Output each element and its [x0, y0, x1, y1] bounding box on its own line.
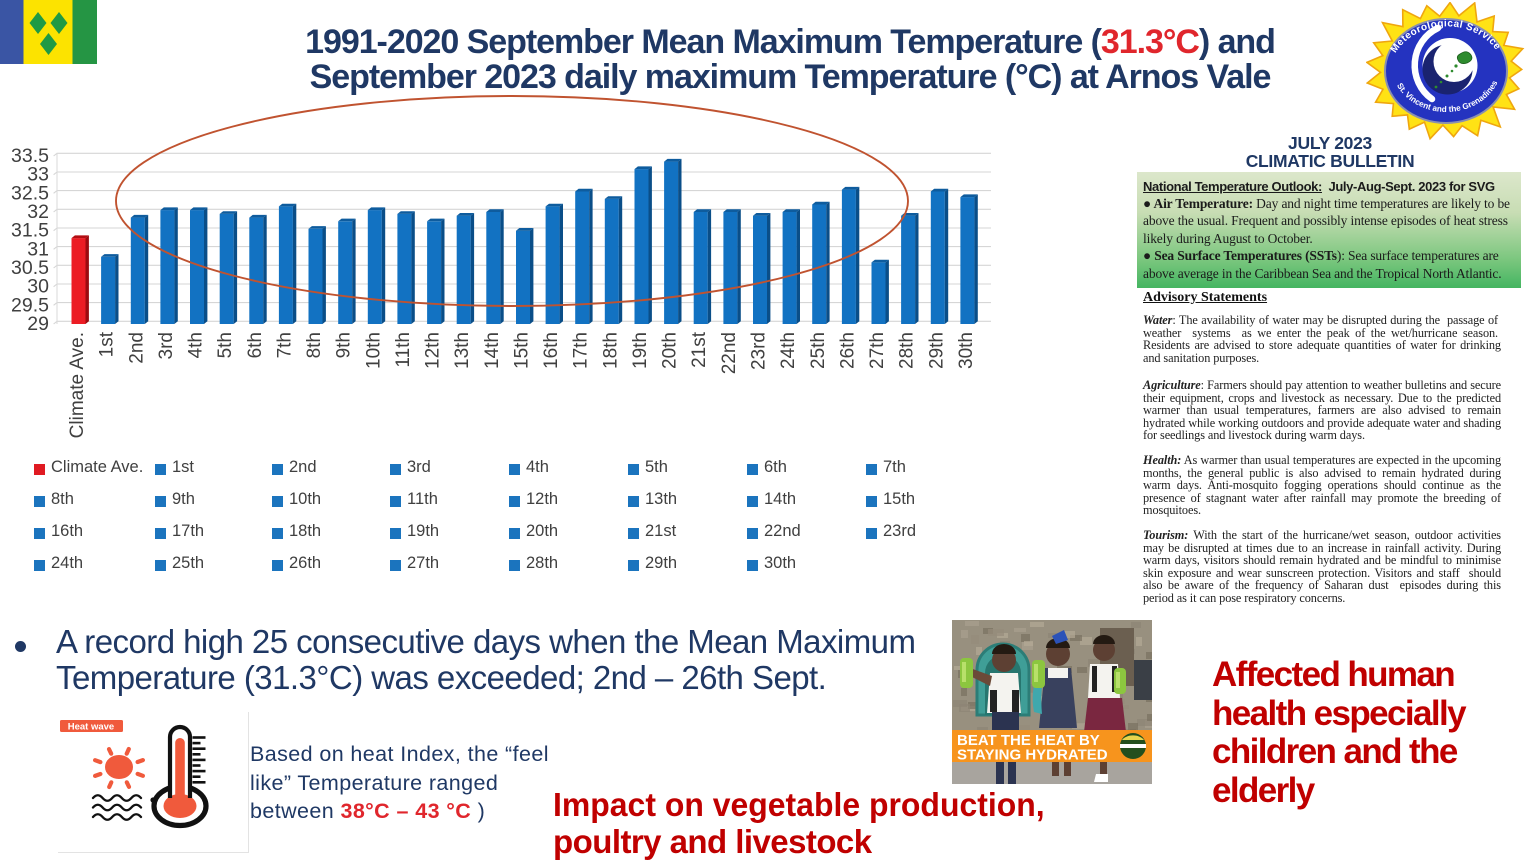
svg-text:30th: 30th: [956, 332, 977, 369]
svg-text:29.5: 29.5: [11, 294, 49, 316]
svg-text:29th: 29th: [926, 332, 947, 369]
svg-text:16th: 16th: [541, 332, 562, 369]
svg-text:13th: 13th: [452, 332, 473, 369]
svg-text:24th: 24th: [778, 332, 799, 369]
svg-text:10th: 10th: [363, 332, 384, 369]
svg-text:Heat wave: Heat wave: [68, 722, 114, 733]
svg-text:9th: 9th: [334, 332, 355, 358]
svg-text:18th: 18th: [600, 332, 621, 369]
svg-text:29: 29: [27, 313, 49, 335]
svg-text:32: 32: [27, 201, 49, 223]
svg-text:21st: 21st: [689, 331, 710, 368]
svg-text:28th: 28th: [897, 332, 918, 369]
svg-text:11th: 11th: [393, 332, 414, 368]
svg-text:Climate Ave.: Climate Ave.: [67, 332, 88, 438]
svg-text:20th: 20th: [660, 332, 681, 369]
svg-text:STAYING HYDRATED: STAYING HYDRATED: [957, 747, 1108, 764]
svg-text:26th: 26th: [837, 332, 858, 369]
svg-text:8th: 8th: [304, 332, 325, 358]
svg-text:30.5: 30.5: [11, 257, 49, 279]
svg-text:33.5: 33.5: [11, 145, 49, 167]
svg-text:19th: 19th: [630, 332, 651, 369]
svg-text:BEAT THE HEAT BY: BEAT THE HEAT BY: [957, 732, 1100, 749]
svg-text:22nd: 22nd: [719, 332, 740, 374]
svg-text:15th: 15th: [512, 332, 533, 369]
svg-text:31: 31: [27, 238, 49, 260]
svg-text:17th: 17th: [571, 332, 592, 369]
svg-text:27th: 27th: [867, 332, 888, 369]
svg-text:33: 33: [27, 164, 49, 186]
svg-text:5th: 5th: [215, 332, 236, 358]
svg-text:32.5: 32.5: [11, 182, 49, 204]
svg-text:14th: 14th: [482, 332, 503, 369]
svg-text:31.5: 31.5: [11, 220, 49, 242]
svg-text:4th: 4th: [186, 332, 207, 358]
svg-text:25th: 25th: [808, 332, 829, 369]
svg-text:6th: 6th: [245, 332, 266, 358]
svg-text:23rd: 23rd: [749, 332, 770, 370]
svg-text:1st: 1st: [97, 331, 118, 357]
svg-text:12th: 12th: [423, 332, 444, 369]
svg-text:3rd: 3rd: [156, 332, 177, 359]
svg-text:7th: 7th: [274, 332, 295, 358]
svg-text:2nd: 2nd: [126, 332, 147, 364]
svg-text:30: 30: [27, 276, 49, 298]
